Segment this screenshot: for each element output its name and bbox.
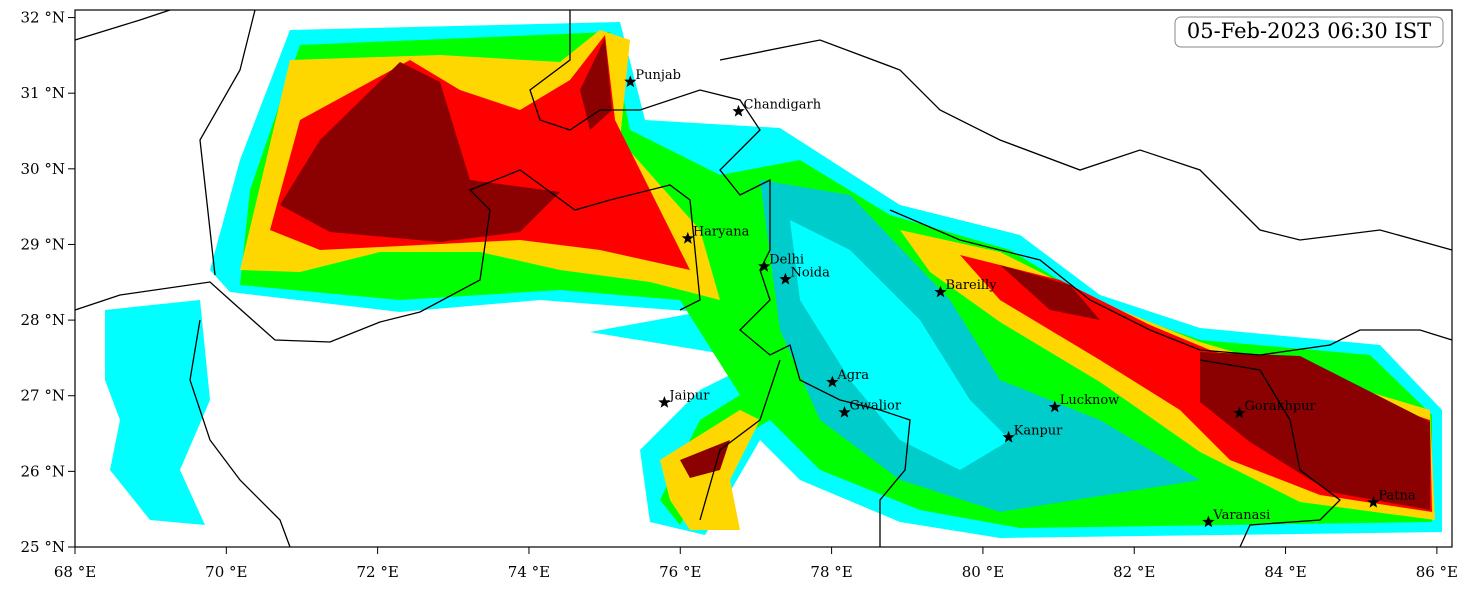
city-marker: [826, 375, 839, 388]
city-marker: [934, 285, 947, 298]
map-title: 05-Feb-2023 06:30 IST: [1187, 19, 1431, 43]
fog-field: [105, 22, 1442, 538]
city-label: Lucknow: [1060, 393, 1120, 408]
contour-teal: [760, 180, 1200, 512]
y-tick-label: 26 °N: [21, 462, 65, 480]
city-marker: [1233, 406, 1246, 419]
contour-cyan: [105, 300, 210, 525]
city-label: Agra: [836, 368, 869, 383]
city-label: Haryana: [693, 224, 750, 239]
city-marker: [1367, 495, 1380, 508]
x-tick-label: 70 °E: [205, 563, 247, 581]
y-tick-label: 29 °N: [21, 235, 65, 253]
city-marker: [1002, 430, 1015, 443]
borders: [74, 9, 1453, 548]
contour-darkred: [280, 62, 560, 242]
city-label: Chandigarh: [744, 97, 822, 112]
border: [529, 10, 911, 547]
city-marker: [1202, 515, 1215, 528]
city-label: Delhi: [769, 252, 804, 267]
border: [74, 9, 256, 276]
city-marker: [779, 272, 792, 285]
city-label: Kanpur: [1014, 423, 1064, 438]
contour-darkred: [1000, 265, 1100, 320]
border: [1199, 359, 1341, 548]
plot-frame: [74, 9, 1453, 548]
border: [719, 39, 1453, 251]
x-tick-label: 84 °E: [1264, 563, 1306, 581]
x-tick-label: 68 °E: [54, 563, 96, 581]
overlay: 68 °E 70 °E 72 °E 74 °E 76 °E 78 °E 80 °E 82 °E…: [21, 9, 1459, 581]
city-label: Patna: [1378, 488, 1416, 503]
city-label: Gwalior: [849, 398, 901, 413]
city-label: Noida: [790, 265, 830, 280]
y-tick-label: 31 °N: [21, 84, 65, 102]
city-label: Varanasi: [1212, 508, 1270, 523]
contour-darkred: [580, 38, 612, 130]
y-tick-label: 27 °N: [21, 387, 65, 405]
title-box: [1174, 16, 1444, 48]
contour-darkred: [680, 440, 730, 478]
city-marker: [1048, 400, 1061, 413]
x-tick-label: 74 °E: [508, 563, 550, 581]
x-tick-label: 78 °E: [810, 563, 852, 581]
x-tick-label: 80 °E: [962, 563, 1004, 581]
contour-darkred: [1200, 352, 1430, 510]
city-marker: [758, 259, 771, 272]
city-label: Punjab: [635, 68, 681, 83]
border: [889, 209, 1453, 356]
contour-cyan-inner: [790, 220, 1010, 470]
city-label: Gorakhpur: [1244, 399, 1316, 414]
city-label: Jaipur: [667, 389, 710, 404]
border: [189, 319, 781, 548]
y-tick-label: 25 °N: [21, 538, 65, 556]
y-tick-label: 32 °N: [21, 9, 65, 27]
x-tick-label: 72 °E: [356, 563, 398, 581]
city-marker: [658, 396, 671, 408]
city-label: Bareilly: [946, 278, 998, 293]
x-tick-label: 82 °E: [1113, 563, 1155, 581]
city-marker: [681, 231, 694, 244]
border: [74, 169, 701, 343]
x-tick-label: 86 °E: [1416, 563, 1458, 581]
y-tick-label: 28 °N: [21, 311, 65, 329]
x-tick-label: 76 °E: [659, 563, 701, 581]
city-marker: [732, 104, 745, 117]
city-marker: [838, 405, 851, 418]
y-tick-label: 30 °N: [21, 160, 65, 178]
city-marker: [624, 75, 637, 88]
